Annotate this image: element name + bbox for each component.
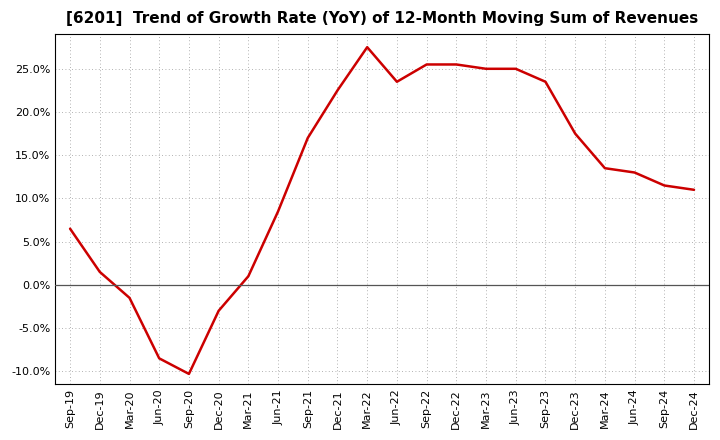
Title: [6201]  Trend of Growth Rate (YoY) of 12-Month Moving Sum of Revenues: [6201] Trend of Growth Rate (YoY) of 12-…	[66, 11, 698, 26]
